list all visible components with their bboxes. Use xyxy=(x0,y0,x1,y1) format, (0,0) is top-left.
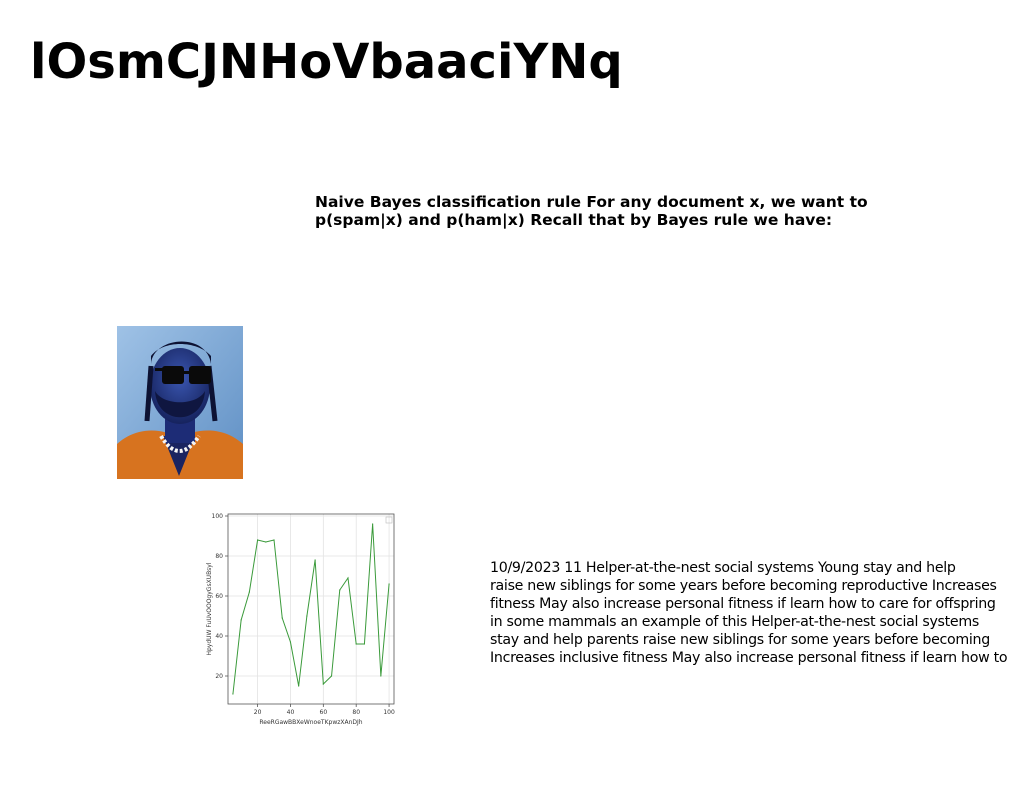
portrait-photo-icon xyxy=(117,326,243,479)
data-point xyxy=(380,675,382,677)
body-line-4: in some mammals an example of this Helpe… xyxy=(490,614,979,630)
y-tick-label: 40 xyxy=(215,633,223,640)
line-chart-svg: 20 40 60 80 100 20 40 60 80 100 ReeRGawBBXeWnoeTKp… xyxy=(206,513,395,726)
page-title: lOsmCJNHoVbaaciYNq xyxy=(30,34,623,90)
heading-block: Naive Bayes classification rule For any … xyxy=(315,193,915,229)
data-point xyxy=(330,675,333,677)
body-line-1: 10/9/2023 11 Helper-at-the-nest social s… xyxy=(490,560,956,576)
data-point xyxy=(388,583,390,585)
x-axis-label: ReeRGawBBXeWnoeTKpwzXAnDJh xyxy=(259,719,362,726)
data-point xyxy=(347,577,349,579)
heading-line-1: Naive Bayes classification rule For any … xyxy=(315,193,868,211)
data-point xyxy=(372,523,374,525)
heading-line-2: p(spam|x) and p(ham|x) Recall that by Ba… xyxy=(315,211,833,229)
data-point xyxy=(355,643,357,645)
x-tick-label: 80 xyxy=(352,709,360,716)
body-line-3: fitness May also increase personal fitne… xyxy=(490,596,996,612)
legend-box xyxy=(385,516,393,524)
body-paragraph: 10/9/2023 11 Helper-at-the-nest social s… xyxy=(490,559,1024,667)
data-point xyxy=(289,641,292,643)
data-point xyxy=(339,589,341,591)
y-axis-label: HpydUW FuUvOOOgyGsXUBsyl xyxy=(206,562,213,655)
x-tick-label: 60 xyxy=(320,709,328,716)
x-tick-label: 100 xyxy=(383,709,395,716)
y-tick-label: 60 xyxy=(215,593,223,600)
data-point xyxy=(240,619,242,621)
portrait-photo xyxy=(117,326,243,479)
data-point xyxy=(232,693,234,695)
data-point xyxy=(306,615,308,617)
body-line-6: Increases inclusive fitness May also inc… xyxy=(490,650,1008,666)
data-point xyxy=(273,539,275,541)
body-line-2: raise new siblings for some years before… xyxy=(490,578,997,594)
x-tick-label: 40 xyxy=(287,709,295,716)
data-point xyxy=(265,541,267,543)
series-line xyxy=(232,523,390,695)
x-tick-label: 20 xyxy=(254,709,262,716)
data-point xyxy=(298,685,300,687)
line-chart: 20 40 60 80 100 20 40 60 80 100 ReeRGawBBXeWnoeTKp… xyxy=(200,508,400,730)
data-point xyxy=(248,591,250,593)
plot-frame xyxy=(227,513,395,705)
data-point xyxy=(281,617,283,619)
data-point xyxy=(363,643,366,645)
y-tick-label: 80 xyxy=(215,553,223,560)
data-point xyxy=(314,559,316,561)
y-tick-label: 100 xyxy=(212,513,224,520)
data-point xyxy=(256,539,259,541)
y-tick-label: 20 xyxy=(215,673,223,680)
body-line-5: stay and help parents raise new siblings… xyxy=(490,632,990,648)
data-point xyxy=(322,683,324,685)
